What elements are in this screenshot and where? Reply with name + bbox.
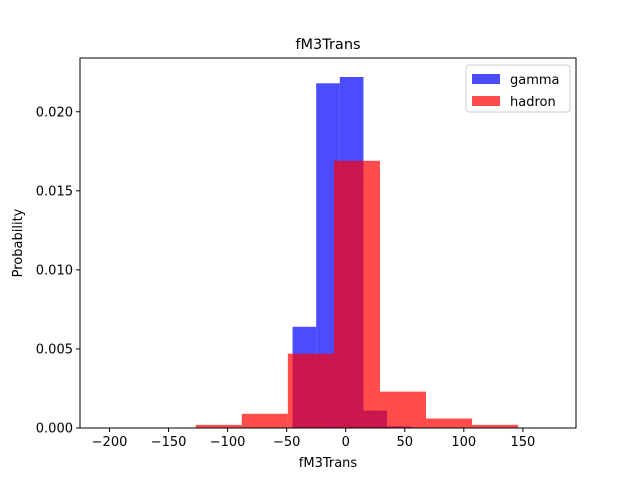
hadron-bar-5 bbox=[426, 418, 473, 428]
y-tick-label: 0.000 bbox=[36, 422, 73, 437]
y-tick-label: 0.005 bbox=[36, 342, 73, 357]
y-tick-label: 0.020 bbox=[36, 105, 73, 120]
legend: gamma hadron bbox=[465, 64, 571, 113]
series-hadron bbox=[195, 160, 519, 428]
y-axis-label: Probability bbox=[11, 208, 26, 277]
hadron-bar-6 bbox=[472, 424, 519, 428]
hadron-bar-4 bbox=[379, 391, 427, 428]
hadron-bar-0 bbox=[195, 424, 242, 428]
plot-frame bbox=[79, 57, 577, 429]
hadron-bar-1 bbox=[241, 413, 288, 428]
legend-swatch-hadron bbox=[472, 96, 500, 106]
hadron-bar-3 bbox=[333, 160, 380, 428]
x-tick-label: 150 bbox=[510, 435, 535, 450]
x-tick-label: 50 bbox=[396, 435, 413, 450]
x-tick-label: −150 bbox=[151, 435, 187, 450]
x-axis-ticks: −200 −150 −100 −50 0 50 100 150 bbox=[92, 428, 535, 450]
legend-label-gamma: gamma bbox=[510, 73, 560, 88]
legend-label-hadron: hadron bbox=[510, 95, 556, 110]
x-tick-label: −200 bbox=[92, 435, 128, 450]
y-tick-label: 0.015 bbox=[36, 184, 73, 199]
x-tick-label: −100 bbox=[210, 435, 246, 450]
x-axis-label: fM3Trans bbox=[299, 456, 358, 471]
x-tick-label: −50 bbox=[273, 435, 300, 450]
chart-title: fM3Trans bbox=[295, 37, 360, 53]
hadron-bar-2 bbox=[287, 353, 334, 428]
x-tick-label: 0 bbox=[342, 435, 350, 450]
x-tick-label: 100 bbox=[451, 435, 476, 450]
y-axis-ticks: 0.000 0.005 0.010 0.015 0.020 bbox=[36, 105, 80, 437]
bars-layer bbox=[195, 76, 519, 429]
y-tick-label: 0.010 bbox=[36, 263, 73, 278]
legend-swatch-gamma bbox=[472, 74, 500, 84]
